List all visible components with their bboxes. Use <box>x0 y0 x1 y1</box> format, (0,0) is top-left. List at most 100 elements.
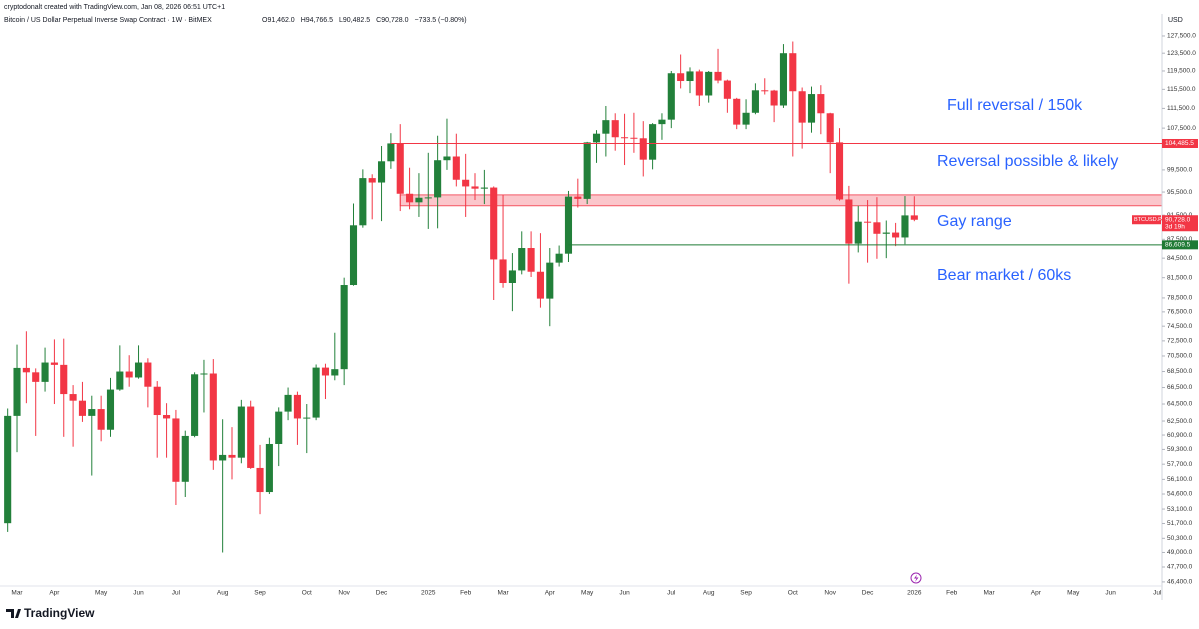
candle-body <box>677 73 685 82</box>
candle-body <box>630 137 638 139</box>
x-tick-label: Mar <box>11 590 23 597</box>
candle-body <box>667 73 675 120</box>
candle-body <box>368 178 376 183</box>
candle-body <box>480 187 488 189</box>
attribution: cryptodonalt created with TradingView.co… <box>4 4 225 11</box>
candle-body <box>817 94 825 114</box>
symbol-tag-box <box>1132 215 1161 225</box>
candle-body <box>265 443 273 493</box>
logo: TradingView <box>6 606 95 620</box>
candle-body <box>695 71 703 96</box>
candle-body <box>733 98 741 125</box>
x-tick-label: Jun <box>1105 590 1116 597</box>
chart-title: Bitcoin / US Dollar Perpetual Inverse Sw… <box>4 17 212 24</box>
x-tick-label: Feb <box>946 590 958 597</box>
candle-body <box>527 248 535 272</box>
price-tag: 90,728.0 <box>1165 216 1191 223</box>
y-tick-label: 119,500.0 <box>1167 68 1196 75</box>
candle-body <box>854 221 862 244</box>
candle-body <box>807 94 816 123</box>
candle-body <box>340 285 348 370</box>
candle-body <box>144 362 152 387</box>
candle-body <box>564 196 573 254</box>
annotation: Gay range <box>937 213 1012 230</box>
alert-bolt <box>914 574 919 582</box>
price-tag-box <box>1162 215 1198 232</box>
candle-body <box>163 415 171 419</box>
level-label: 86,609.5 <box>1165 242 1191 249</box>
candle-body <box>293 394 301 419</box>
y-tick-label: 107,500.0 <box>1167 125 1196 132</box>
candle-body <box>705 71 713 96</box>
candle-body <box>387 143 395 162</box>
x-tick-label: Feb <box>460 590 472 597</box>
candle-body <box>452 156 460 180</box>
level-tag <box>1162 240 1198 250</box>
candle-body <box>4 415 12 524</box>
currency: USD <box>1168 17 1183 24</box>
x-tick-label: Jun <box>133 590 144 597</box>
y-tick-label: 54,600.0 <box>1167 491 1193 498</box>
x-tick-label: Nov <box>824 590 836 597</box>
y-tick-label: 60,900.0 <box>1167 432 1193 439</box>
candle-body <box>518 248 526 271</box>
candle-body <box>60 364 68 395</box>
y-tick-label: 46,400.0 <box>1167 579 1193 586</box>
candle-body <box>761 90 769 92</box>
candle-body <box>125 371 133 378</box>
x-tick-label: 2025 <box>421 590 436 597</box>
y-tick-label: 64,500.0 <box>1167 401 1193 408</box>
y-tick-label: 127,500.0 <box>1167 33 1196 40</box>
x-tick-label: Aug <box>703 590 715 597</box>
candle-body <box>742 112 750 125</box>
y-tick-label: 99,500.0 <box>1167 167 1193 174</box>
candle-body <box>714 71 722 81</box>
candle-body <box>191 374 199 436</box>
y-tick-label: 95,500.0 <box>1167 189 1193 196</box>
candle-body <box>499 259 507 284</box>
candle-body <box>443 156 451 161</box>
y-tick-label: 49,000.0 <box>1167 549 1193 556</box>
x-tick-label: 2026 <box>907 590 922 597</box>
candle-body <box>331 369 339 376</box>
y-tick-label: 84,500.0 <box>1167 255 1193 262</box>
candle-body <box>256 467 264 493</box>
candle-body <box>415 197 423 203</box>
y-tick-label: 70,500.0 <box>1167 353 1193 360</box>
candle-body <box>723 80 731 99</box>
candle-body <box>22 367 30 373</box>
x-tick-label: Apr <box>49 590 60 597</box>
x-tick-label: Sep <box>254 590 266 597</box>
x-tick-label: Apr <box>1031 590 1042 597</box>
candle-body <box>602 120 610 134</box>
level-label: 104,485.5 <box>1165 140 1194 147</box>
candle-body <box>555 253 563 263</box>
candle-body <box>247 406 255 468</box>
candle-body <box>209 373 217 461</box>
candle-body <box>892 232 900 238</box>
candle-body <box>845 199 853 244</box>
candle-body <box>583 142 591 199</box>
candle-body <box>779 53 788 106</box>
y-tick-label: 76,500.0 <box>1167 309 1193 316</box>
y-tick-label: 56,100.0 <box>1167 476 1193 483</box>
candle-body <box>13 367 21 416</box>
candle-body <box>153 386 161 416</box>
candle-body <box>200 373 208 375</box>
y-tick-label: 87,500.0 <box>1167 236 1193 243</box>
candle-body <box>424 197 432 199</box>
ohlc-value: −733.5 (−0.80%) <box>414 17 466 24</box>
candle-body <box>864 221 872 223</box>
candle-body <box>41 362 49 382</box>
candle-body <box>789 53 797 92</box>
candle-body <box>377 161 386 183</box>
candle-body <box>574 196 582 199</box>
y-tick-label: 50,300.0 <box>1167 535 1193 542</box>
y-tick-label: 47,700.0 <box>1167 564 1193 571</box>
candle-body <box>882 232 890 234</box>
y-tick-label: 68,500.0 <box>1167 368 1193 375</box>
candle-body <box>172 418 180 482</box>
candle-body <box>508 270 516 284</box>
annotation: Full reversal / 150k <box>947 97 1083 114</box>
